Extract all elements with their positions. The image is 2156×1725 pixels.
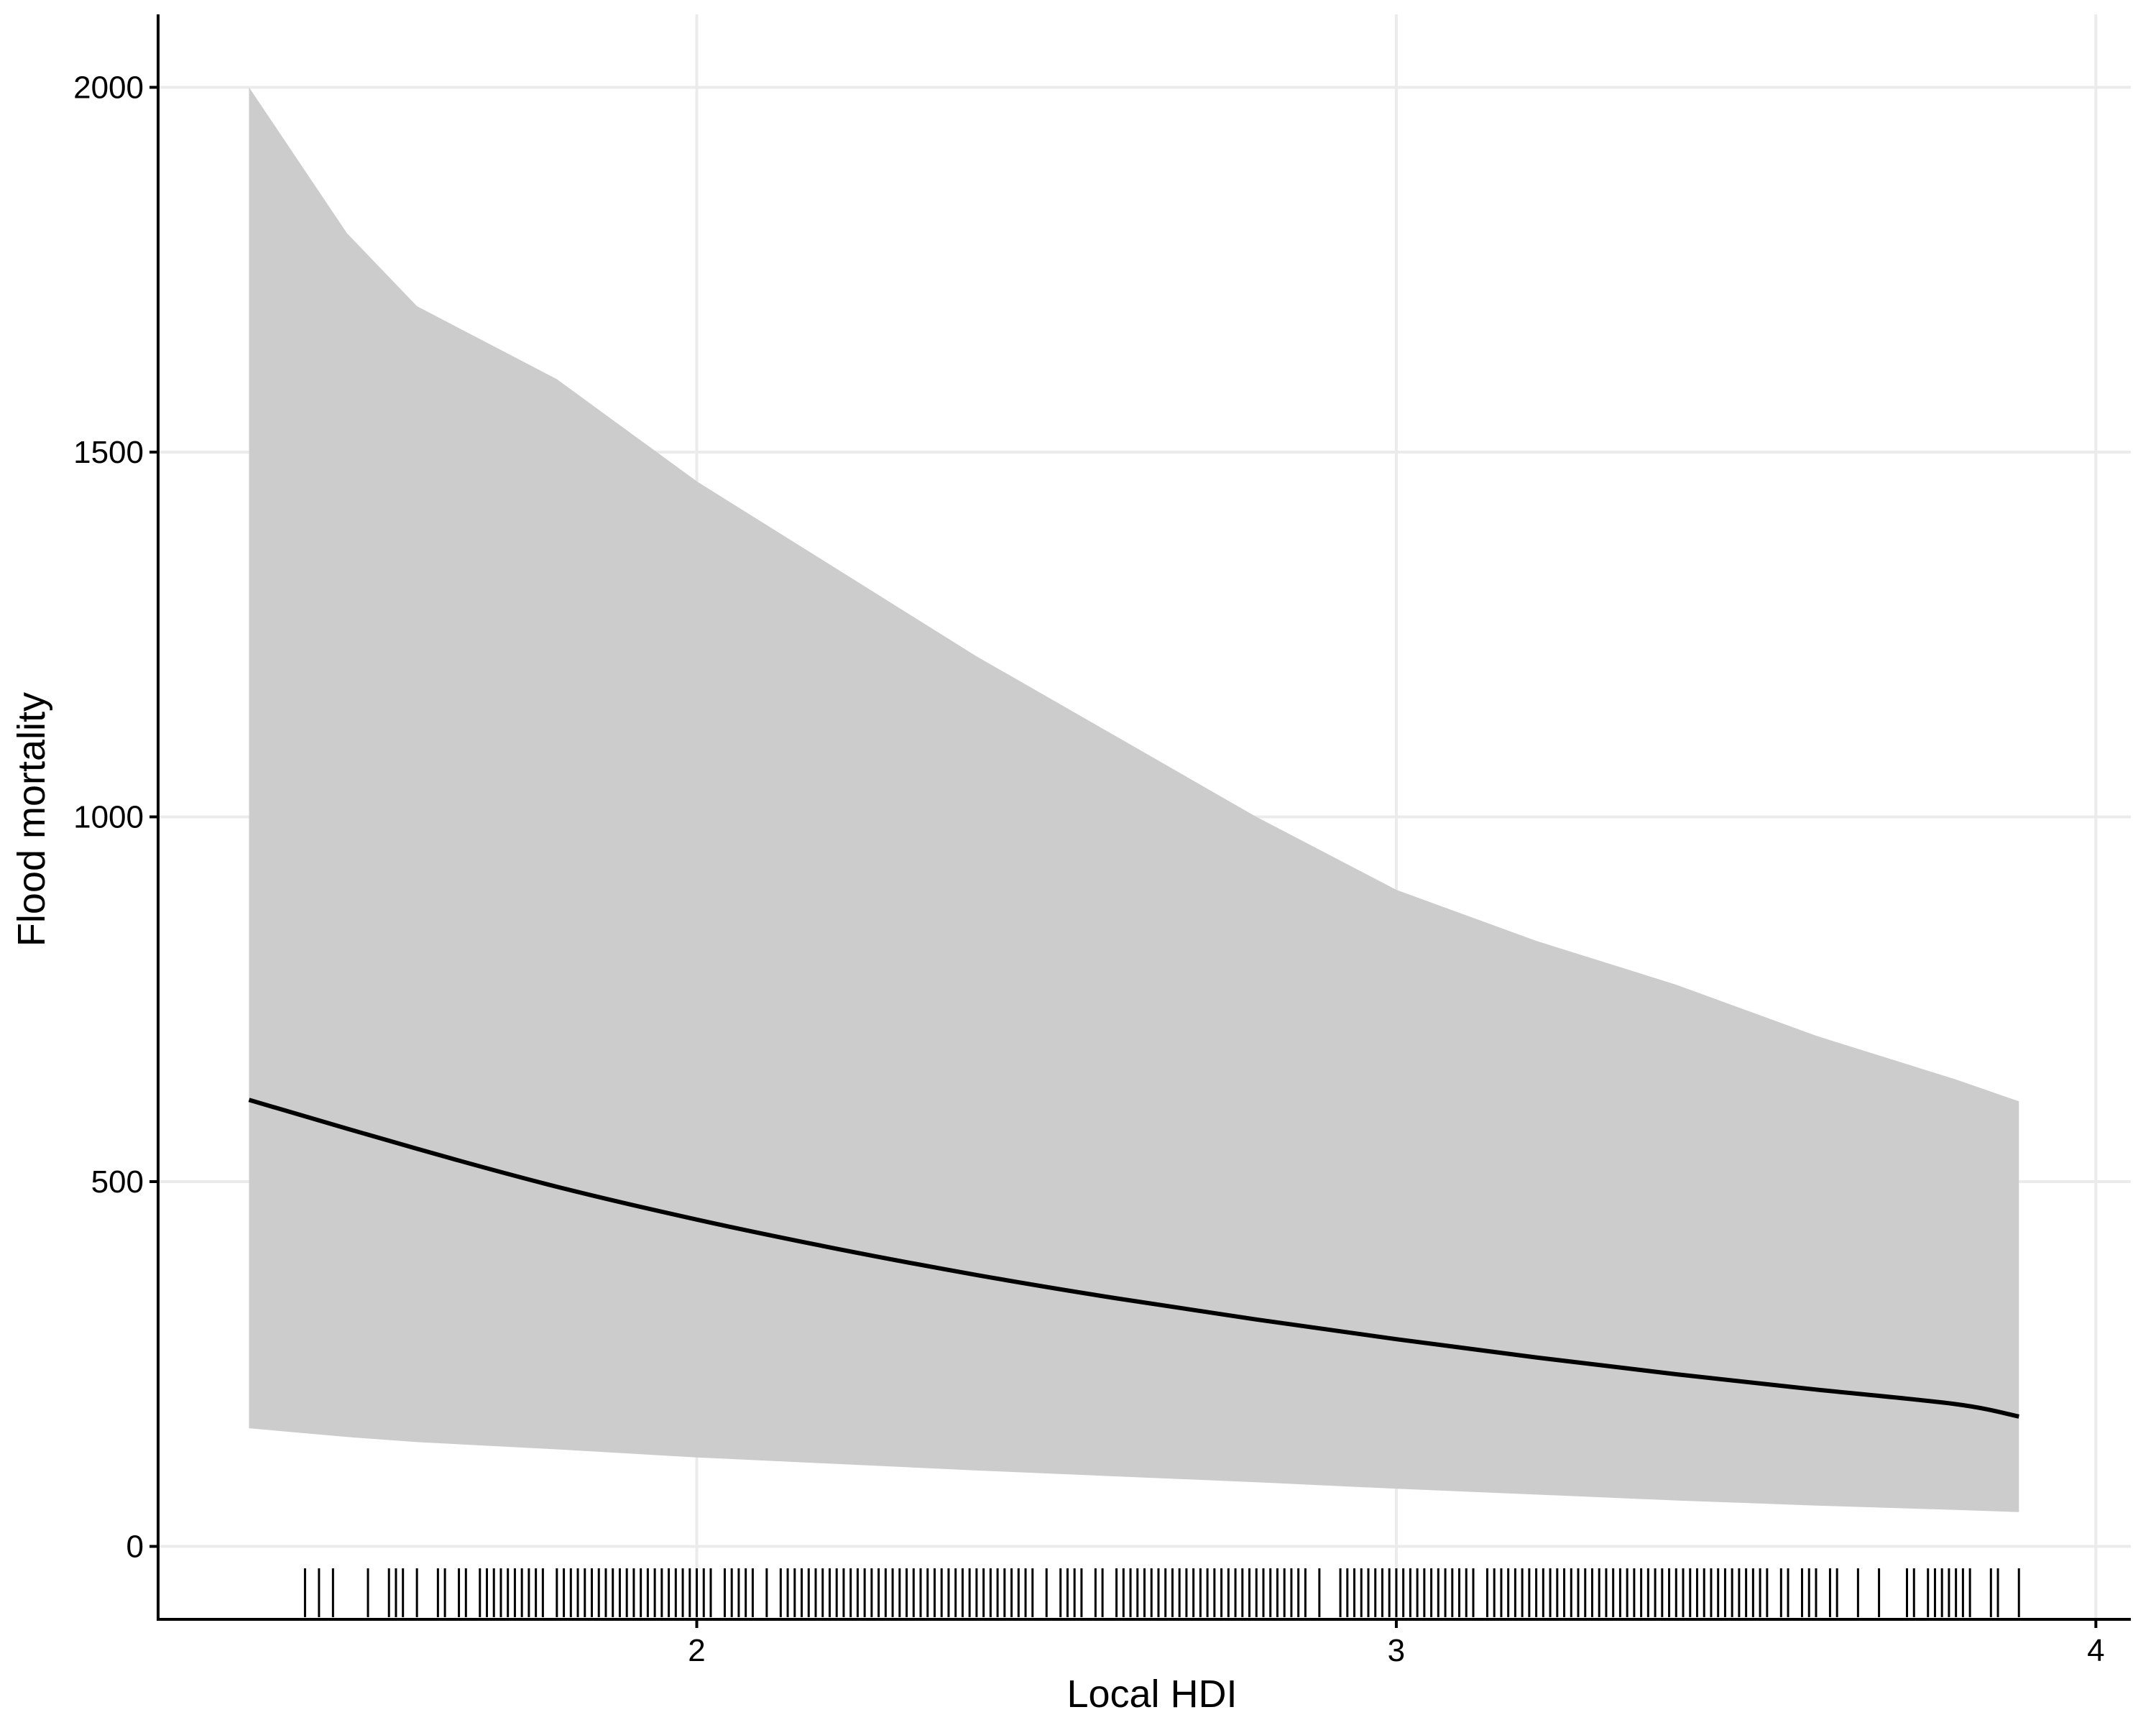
x-axis-title: Local HDI	[1067, 1673, 1237, 1716]
y-tick-label: 500	[91, 1164, 144, 1200]
rug-marks	[303, 1568, 2020, 1617]
fitted-line	[248, 1098, 2019, 1419]
x-tick-label: 3	[1388, 1633, 1405, 1668]
x-tick-label: 4	[2087, 1633, 2104, 1668]
y-tick-label: 2000	[73, 70, 144, 106]
y-tick-label: 1000	[73, 800, 144, 835]
y-axis-title: Flood mortality	[10, 692, 53, 947]
axes	[149, 14, 2131, 1628]
x-tick-labels: 2 3 4	[688, 1633, 2104, 1668]
x-tick-label: 2	[688, 1633, 705, 1668]
confidence-band	[249, 87, 2019, 1512]
confidence-band-area	[249, 87, 2019, 1512]
y-tick-label: 0	[126, 1530, 144, 1565]
y-tick-label: 1500	[73, 435, 144, 470]
y-tick-labels: 0 500 1000 1500 2000	[73, 70, 144, 1565]
fitted-line-path	[248, 1098, 2019, 1419]
